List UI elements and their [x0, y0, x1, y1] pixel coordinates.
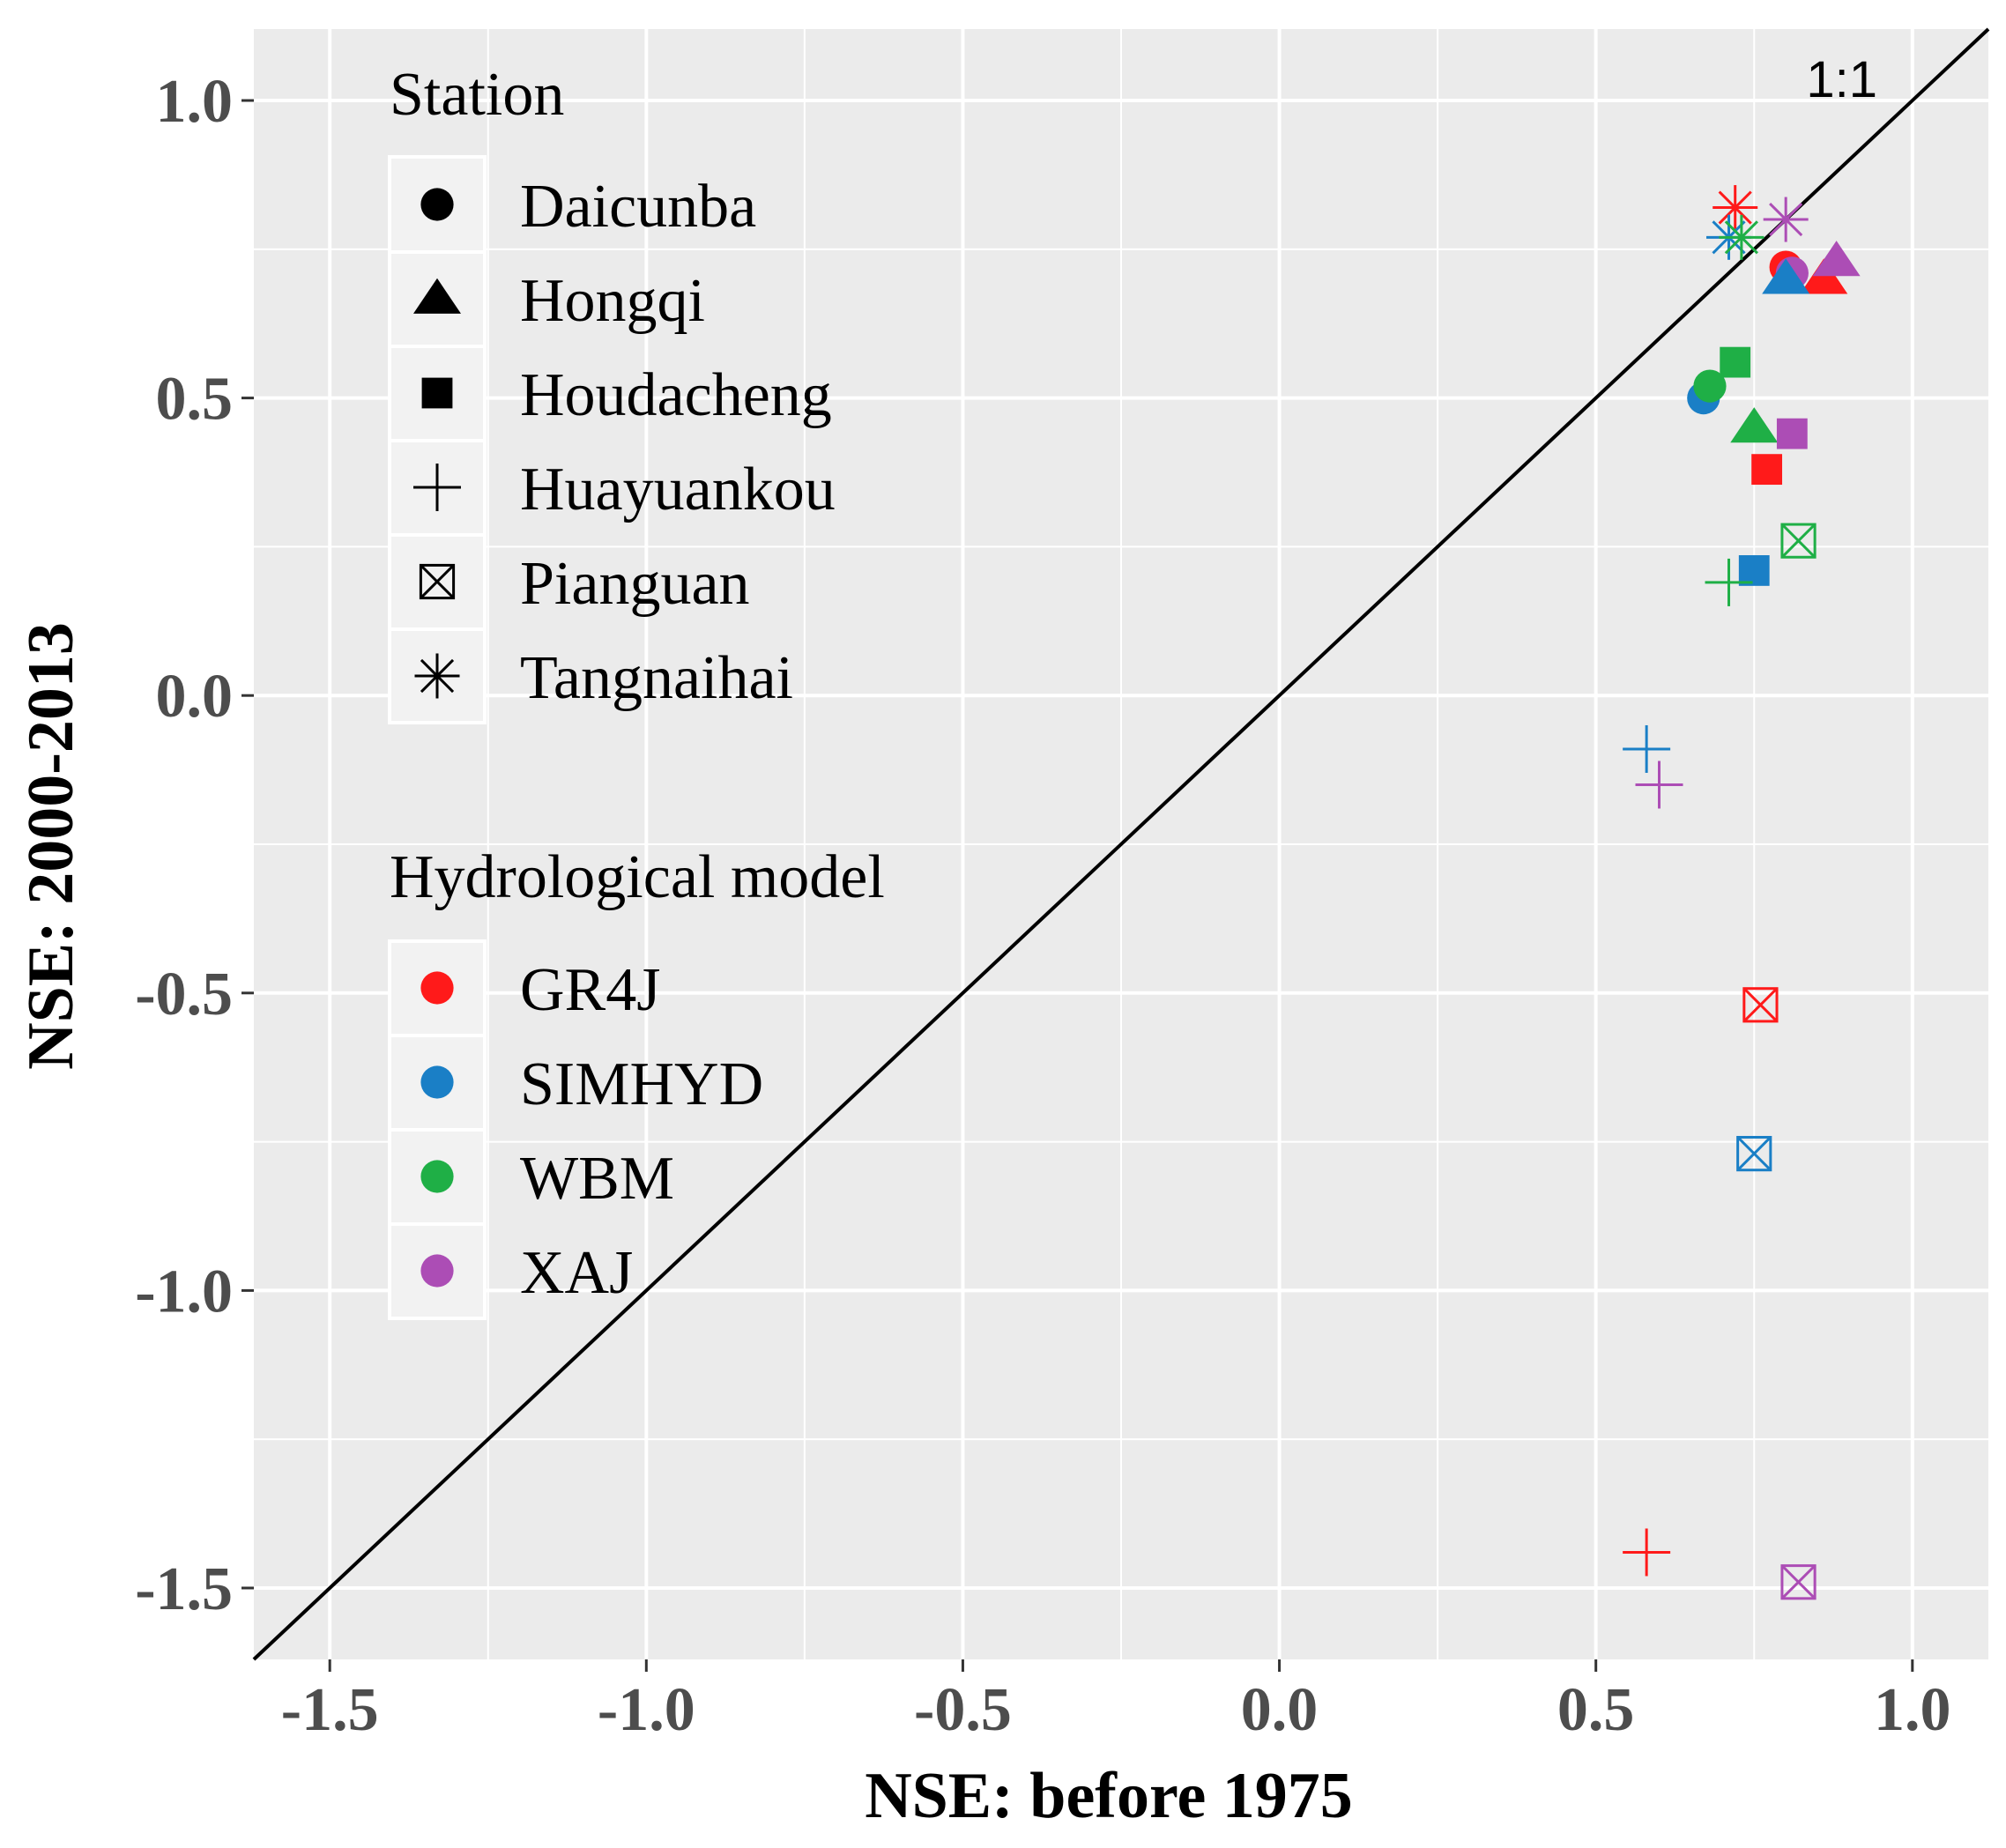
- legend-label-houdacheng: Houdacheng: [520, 361, 832, 429]
- marker-sqcross-d2: [1780, 523, 1817, 559]
- reference-line-1-1: [252, 27, 1990, 1661]
- legend-station-keys: [388, 155, 487, 724]
- legend-model-keys: [388, 939, 487, 1320]
- marker-ast-d2: [1769, 202, 1803, 237]
- marker-triangle: [1812, 241, 1861, 277]
- point-xaj-hongqi: [1812, 241, 1861, 277]
- y-tick-label: 1.0: [156, 68, 234, 136]
- point-gr4j-hongqi: [1800, 258, 1848, 294]
- legend-label-simhyd: SIMHYD: [520, 1050, 763, 1118]
- marker-circle: [420, 1065, 454, 1099]
- legend-station: Station Daicunba Hongqi Houdacheng Huayu…: [388, 61, 836, 724]
- legend-label-pianguan: Pianguan: [520, 550, 750, 618]
- marker-sqcross-box: [1780, 1564, 1817, 1600]
- marker-ast-d2: [420, 658, 455, 694]
- point-gr4j-houdacheng: [1751, 454, 1783, 486]
- legend-key-huayuankou: [413, 464, 461, 511]
- legend-key-daicunba: [420, 188, 454, 221]
- x-tick-label: 0.5: [1557, 1676, 1635, 1744]
- point-xaj-pianguan: [1780, 1564, 1817, 1600]
- data-points: [1623, 185, 1861, 1600]
- marker-circle: [1693, 369, 1727, 403]
- marker-square: [1751, 454, 1783, 486]
- marker-triangle: [1730, 407, 1779, 443]
- x-tick-label: -1.5: [281, 1676, 379, 1744]
- x-axis: -1.5 -1.0 -0.5 0.0 0.5 1.0: [281, 1659, 1951, 1744]
- x-tick-label: 1.0: [1874, 1676, 1951, 1744]
- marker-square: [1738, 555, 1770, 586]
- point-wbm-daicunba: [1693, 369, 1727, 403]
- x-axis-title: NSE: before 1975: [865, 1760, 1353, 1832]
- marker-sqcross-box: [1736, 1135, 1772, 1172]
- marker-square: [421, 377, 453, 409]
- legend-station-title: Station: [390, 61, 564, 129]
- point-gr4j-huayuankou: [1623, 1528, 1671, 1577]
- marker-sqcross-d2: [1780, 1564, 1817, 1599]
- marker-sqcross-box: [419, 563, 456, 600]
- marker-sqcross-box: [1742, 987, 1779, 1023]
- marker-sqcross-box: [1780, 523, 1817, 559]
- y-tick-label: -1.5: [135, 1555, 233, 1623]
- major-gridlines: [254, 29, 1988, 1659]
- y-tick-label: -1.0: [135, 1258, 233, 1325]
- legend-key-tangnaihai: [414, 653, 460, 699]
- point-xaj-huayuankou: [1635, 761, 1683, 809]
- legend-label-wbm: WBM: [520, 1145, 674, 1213]
- x-tick-label: -0.5: [914, 1676, 1012, 1744]
- legend-label-gr4j: GR4J: [520, 956, 660, 1024]
- marker-triangle: [413, 278, 461, 314]
- marker-square: [1720, 346, 1751, 378]
- legend-label-daicunba: Daicunba: [520, 173, 756, 241]
- marker-circle: [420, 1160, 454, 1193]
- x-tick-label: 0.0: [1241, 1676, 1319, 1744]
- legend-label-xaj: XAJ: [520, 1239, 633, 1307]
- y-tick-label: 0.5: [156, 366, 234, 434]
- point-xaj-houdacheng: [1776, 418, 1808, 449]
- y-tick-label: 0.0: [156, 663, 234, 731]
- y-axis: -1.5 -1.0 -0.5 0.0 0.5 1.0: [135, 68, 254, 1623]
- marker-sqcross-d2: [420, 564, 455, 599]
- point-simhyd-houdacheng: [1738, 555, 1770, 586]
- point-gr4j-pianguan: [1742, 987, 1779, 1023]
- legend-key-simhyd: [420, 1065, 454, 1099]
- marker-square: [1776, 418, 1808, 449]
- marker-sqcross-d2: [1742, 987, 1779, 1022]
- legend-label-huayuankou: Huayuankou: [520, 456, 836, 523]
- legend-key-xaj: [420, 1254, 454, 1288]
- point-wbm-hongqi: [1730, 407, 1779, 443]
- legend-key-hongqi: [413, 278, 461, 314]
- point-wbm-tangnaihai: [1719, 214, 1765, 260]
- reference-line-group: [252, 27, 1990, 1661]
- y-tick-label: -0.5: [135, 961, 233, 1028]
- marker-ast-d2: [1718, 190, 1752, 225]
- legend-key-pianguan: [419, 563, 456, 600]
- legend-label-hongqi: Hongqi: [520, 267, 705, 335]
- legend-key-gr4j: [420, 971, 454, 1005]
- point-simhyd-hongqi: [1762, 258, 1810, 294]
- y-axis-title: NSE: 2000-2013: [15, 622, 87, 1070]
- legend-model: Hydrological model GR4J SIMHYD WBM XAJ: [388, 843, 885, 1320]
- marker-ast-d2: [1724, 220, 1758, 255]
- marker-circle: [420, 1254, 454, 1288]
- point-wbm-houdacheng: [1720, 346, 1751, 378]
- marker-triangle: [1800, 258, 1848, 294]
- point-wbm-huayuankou: [1705, 558, 1753, 606]
- marker-circle: [420, 188, 454, 221]
- legend-model-title: Hydrological model: [390, 843, 885, 911]
- point-simhyd-pianguan: [1736, 1135, 1772, 1172]
- marker-triangle: [1762, 258, 1810, 294]
- point-xaj-tangnaihai: [1763, 197, 1809, 242]
- point-simhyd-huayuankou: [1623, 724, 1671, 773]
- x-tick-label: -1.0: [598, 1676, 695, 1744]
- legend-label-tangnaihai: Tangnaihai: [520, 644, 793, 712]
- legend-key-houdacheng: [421, 377, 453, 409]
- legend-key-wbm: [420, 1160, 454, 1193]
- marker-sqcross-d2: [1736, 1136, 1772, 1171]
- reference-line-label: 1:1: [1806, 51, 1877, 108]
- point-gr4j-tangnaihai: [1713, 185, 1758, 231]
- point-wbm-pianguan: [1780, 523, 1817, 559]
- marker-circle: [420, 971, 454, 1005]
